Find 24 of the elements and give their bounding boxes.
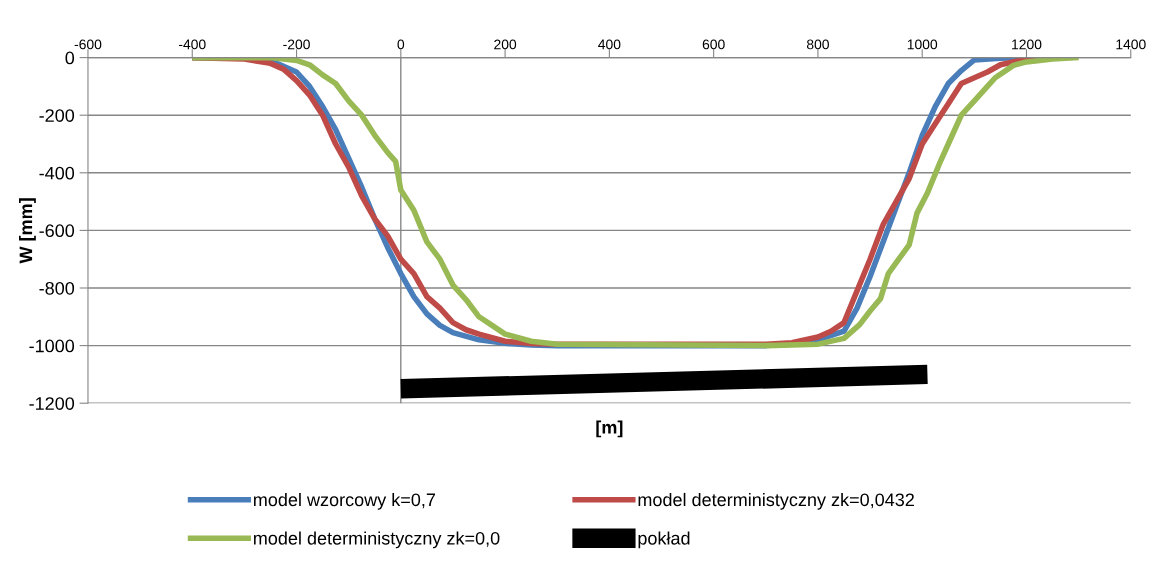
x-tick-label: -200 <box>283 39 310 50</box>
x-tick-label: -400 <box>178 39 206 50</box>
y-tick-label: -1000 <box>29 339 75 353</box>
y-tick-label: -200 <box>39 109 75 122</box>
y-tick-label: -800 <box>39 281 75 295</box>
legend-label: pokład <box>638 531 690 549</box>
x-tick-label: 1000 <box>907 39 938 50</box>
x-tick-label: -600 <box>74 39 102 50</box>
y-axis-title: W [mm] <box>19 198 36 264</box>
x-tick-label: 0 <box>397 39 405 50</box>
x-axis-title: [m] <box>596 420 623 438</box>
x-tick-label: 800 <box>806 39 829 50</box>
y-tick-label: -600 <box>39 224 75 238</box>
x-tick-label: 400 <box>598 39 621 50</box>
x-tick-label: 600 <box>702 39 725 50</box>
x-tick-label: 200 <box>494 39 517 50</box>
y-tick-label: -400 <box>39 166 75 180</box>
x-tick-label: 1400 <box>1116 39 1146 50</box>
legend-label: model wzorcowy k=0,7 <box>253 492 436 510</box>
legend-label: model deterministyczny zk=0,0 <box>253 531 500 549</box>
y-tick-label: -1200 <box>29 397 75 410</box>
x-tick-label: 1200 <box>1012 39 1042 50</box>
legend-label: model deterministyczny zk=0,0432 <box>638 492 914 510</box>
y-tick-label: 0 <box>65 51 75 65</box>
